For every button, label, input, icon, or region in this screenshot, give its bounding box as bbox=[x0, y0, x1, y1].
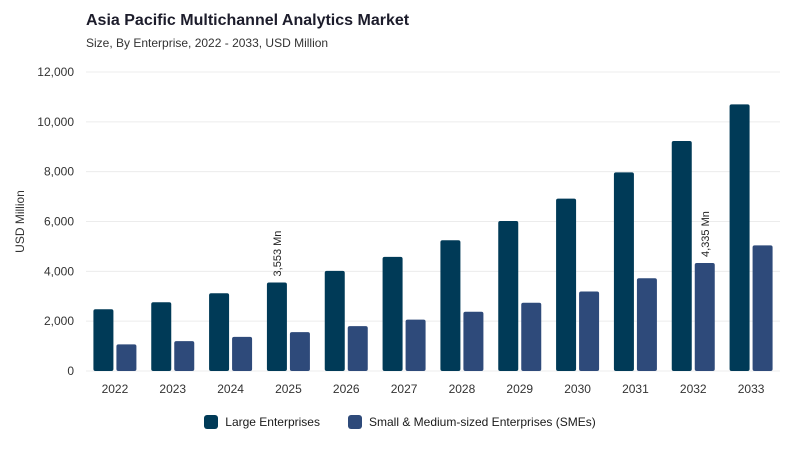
bar-sme-2027 bbox=[405, 319, 426, 371]
x-tick-label: 2022 bbox=[102, 382, 129, 396]
legend-swatch-sme bbox=[347, 415, 362, 429]
y-tick-label: 8,000 bbox=[44, 165, 74, 179]
y-axis-label: USD Million bbox=[13, 190, 27, 253]
bar-large-2028 bbox=[440, 240, 461, 371]
x-tick-label: 2030 bbox=[564, 382, 591, 396]
bar-large-2033 bbox=[729, 104, 750, 372]
legend-swatch-large bbox=[204, 415, 219, 429]
x-tick-label: 2029 bbox=[506, 382, 533, 396]
bar-large-2023 bbox=[151, 302, 172, 371]
y-tick-label: 6,000 bbox=[44, 215, 74, 229]
y-tick-label: 4,000 bbox=[44, 264, 74, 278]
bar-sme-2031 bbox=[636, 278, 657, 371]
legend-label-large: Large Enterprises bbox=[225, 415, 320, 429]
bar-sme-2023 bbox=[174, 341, 195, 371]
bar-sme-2025 bbox=[289, 332, 310, 371]
x-tick-label: 2028 bbox=[449, 382, 476, 396]
bar-sme-2022 bbox=[116, 344, 137, 371]
legend-item-large-enterprises[interactable]: Large Enterprises bbox=[204, 415, 320, 429]
y-tick-label: 0 bbox=[67, 364, 74, 378]
x-tick-label: 2032 bbox=[680, 382, 707, 396]
y-tick-label: 2,000 bbox=[44, 314, 74, 328]
x-tick-label: 2024 bbox=[217, 382, 244, 396]
bar-sme-2029 bbox=[521, 302, 542, 371]
bar-chart: 0 2,000 4,000 6,000 8,000 10,000 12,000 USD Mil… bbox=[13, 65, 780, 396]
chart-title: Asia Pacific Multichannel Analytics Mark… bbox=[86, 12, 410, 29]
x-tick-label: 2033 bbox=[738, 382, 765, 396]
y-tick-label: 12,000 bbox=[37, 65, 74, 79]
x-tick-label: 2023 bbox=[159, 382, 186, 396]
bar-large-2022 bbox=[93, 309, 114, 371]
bar-large-2026 bbox=[324, 270, 345, 371]
bar-sme-2026 bbox=[347, 326, 368, 371]
data-label: 4,335 Mn bbox=[700, 211, 712, 257]
bar-large-2030 bbox=[556, 198, 577, 371]
x-tick-label: 2026 bbox=[333, 382, 360, 396]
x-tick-label: 2025 bbox=[275, 382, 302, 396]
bar-large-2024 bbox=[209, 293, 230, 371]
bar-large-2027 bbox=[382, 256, 403, 371]
bar-sme-2028 bbox=[463, 311, 484, 371]
bar-sme-2033 bbox=[752, 245, 773, 371]
bar-sme-2030 bbox=[579, 291, 600, 371]
bar-large-2025 bbox=[266, 282, 287, 371]
legend-item-smes[interactable]: Small & Medium-sized Enterprises (SMEs) bbox=[347, 415, 596, 429]
data-label: 3,553 Mn bbox=[272, 231, 284, 277]
bar-large-2032 bbox=[671, 141, 692, 371]
x-tick-label: 2027 bbox=[391, 382, 418, 396]
bar-large-2029 bbox=[498, 221, 519, 371]
x-tick-label: 2031 bbox=[622, 382, 649, 396]
legend-label-sme: Small & Medium-sized Enterprises (SMEs) bbox=[368, 415, 596, 429]
y-tick-label: 10,000 bbox=[37, 115, 74, 129]
bar-sme-2024 bbox=[232, 336, 253, 371]
bar-large-2031 bbox=[613, 172, 634, 371]
chart-subtitle: Size, By Enterprise, 2022 - 2033, USD Mi… bbox=[86, 36, 329, 50]
bar-sme-2032 bbox=[694, 262, 715, 371]
chart-legend: Large Enterprises Small & Medium-sized E… bbox=[0, 415, 800, 429]
